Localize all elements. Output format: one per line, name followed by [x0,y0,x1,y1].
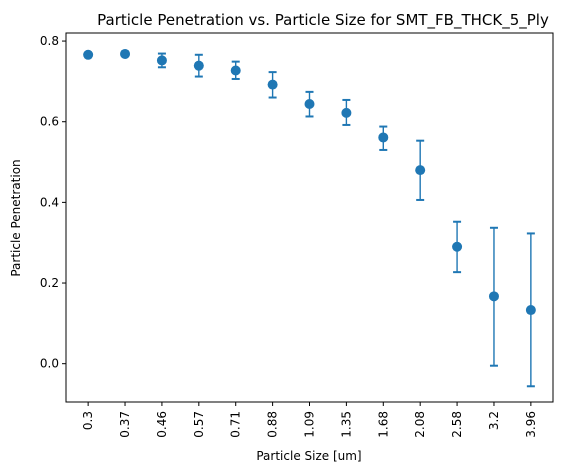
y-tick-label: 0.4 [40,195,59,209]
y-tick-label: 0.0 [40,357,59,371]
data-point [193,60,204,71]
x-tick-label: 2.58 [450,411,464,438]
chart-title: Particle Penetration vs. Particle Size f… [97,11,549,30]
y-axis-ticks: 0.0 0.2 0.4 0.6 0.8 [40,34,66,371]
data-point [120,48,131,59]
data-points [83,48,536,316]
data-point [304,98,315,109]
data-point [83,49,94,60]
y-axis-label: Particle Penetration [9,159,23,276]
x-axis-ticks: 0.3 0.37 0.46 0.57 0.71 0.88 1.09 1.35 1.68 2.08 2… [81,402,538,438]
data-point [230,65,241,76]
x-tick-label: 0.71 [229,411,243,438]
x-tick-label: 3.96 [524,411,538,438]
y-tick-label: 0.8 [40,34,59,48]
data-point [156,55,167,66]
data-point [415,165,426,176]
x-tick-label: 1.35 [339,411,353,438]
x-tick-label: 0.57 [192,411,206,438]
x-tick-label: 0.88 [266,411,280,438]
x-tick-label: 3.2 [487,411,501,430]
plot-area [65,32,554,403]
data-point [341,107,352,118]
x-axis-label: Particle Size [um] [256,449,361,463]
data-point [488,291,499,302]
data-point [525,305,536,316]
x-tick-label: 1.09 [303,411,317,438]
y-tick-label: 0.6 [40,115,59,129]
y-tick-label: 0.2 [40,276,59,290]
x-tick-label: 1.68 [376,411,390,438]
data-point [452,241,463,252]
x-tick-label: 2.08 [413,411,427,438]
data-point [267,79,278,90]
x-tick-label: 0.3 [81,411,95,430]
data-point [378,132,389,143]
x-tick-label: 0.46 [155,411,169,438]
plot-frame [65,32,554,403]
x-tick-label: 0.37 [118,411,132,438]
